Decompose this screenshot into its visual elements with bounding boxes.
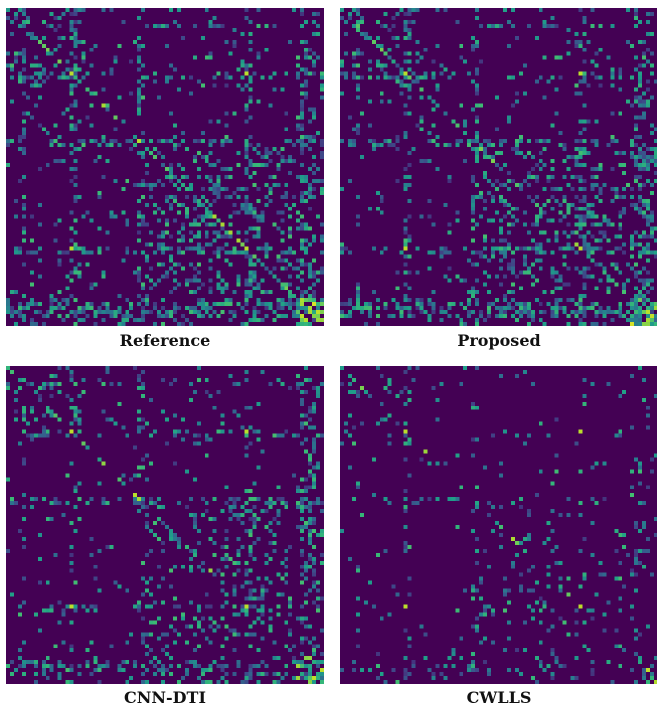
heatmap-canvas xyxy=(340,8,657,326)
caption-reference: Reference xyxy=(119,331,211,350)
heatmap-canvas xyxy=(6,8,324,326)
caption-cnn-dti: CNN-DTI xyxy=(124,688,206,707)
caption-cwlls: CWLLS xyxy=(466,688,532,707)
heatmap-canvas xyxy=(6,366,324,684)
caption-proposed: Proposed xyxy=(457,331,541,350)
heatmap-canvas xyxy=(340,366,657,684)
